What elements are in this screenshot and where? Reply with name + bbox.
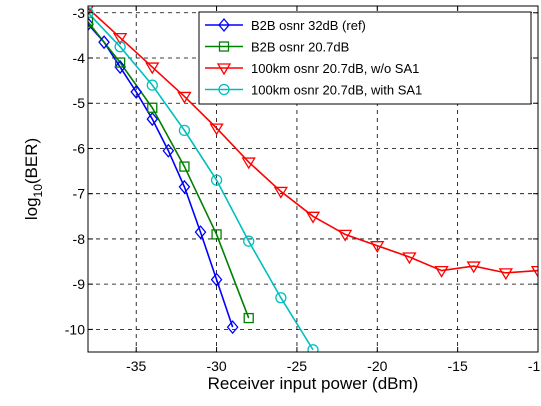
x-tick-labels: -35 -30 -25 -20 -15 -10 <box>126 358 541 374</box>
series-1-point <box>114 60 126 75</box>
y-tick-label: -4 <box>73 50 86 66</box>
plot-frame <box>87 5 539 353</box>
series-2-point <box>211 229 222 240</box>
series-1-point <box>130 84 143 99</box>
y-tick-label: -6 <box>73 140 86 156</box>
series-3-point <box>209 123 224 136</box>
x-tick-label: -10 <box>528 358 541 374</box>
axis-ticks <box>88 6 539 352</box>
series-4-point <box>243 235 255 247</box>
x-tick-label: -25 <box>287 358 307 374</box>
series-2-point <box>179 161 190 172</box>
legend-label-4: 100km osnr 20.7dB, with SA1 <box>251 83 422 98</box>
series-2-point <box>114 57 126 68</box>
legend-marker-2 <box>218 41 230 52</box>
y-axis-label-tail: (BER) <box>22 138 41 184</box>
series-markers-2 <box>88 16 254 324</box>
y-tick-label: -10 <box>65 321 85 337</box>
series-3-point <box>370 241 385 253</box>
series-4-point <box>114 41 126 53</box>
y-axis-label-main: log <box>22 197 41 220</box>
series-3-point <box>305 211 321 224</box>
series-lines <box>88 7 538 351</box>
legend-label-3: 100km osnr 20.7dB, w/o SA1 <box>251 61 419 76</box>
series-line-2 <box>88 21 250 319</box>
series-4-point <box>178 124 191 137</box>
legend-label-1: B2B osnr 32dB (ref) <box>251 18 366 33</box>
series-3-point <box>434 265 449 278</box>
legend-marker-1 <box>218 17 230 33</box>
series-3-point <box>466 261 481 274</box>
series-4-point <box>307 344 319 352</box>
legend: B2B osnr 32dB (ref) B2B osnr 20.7dB 100km … <box>198 11 532 105</box>
series-3-point <box>241 157 256 170</box>
legend-marker-4 <box>218 83 230 96</box>
series-1-point <box>146 112 159 127</box>
x-tick-label: -30 <box>206 358 226 374</box>
series-2-point <box>88 16 94 27</box>
series-1-point <box>194 225 207 240</box>
series-1-point <box>178 179 191 194</box>
series-3-point <box>112 33 128 45</box>
x-tick-label: -35 <box>126 358 146 374</box>
series-markers-3 <box>88 6 538 281</box>
series-markers <box>88 6 538 352</box>
series-4-point <box>210 174 223 186</box>
series-3-point <box>145 62 160 75</box>
series-1-point <box>98 35 110 50</box>
y-tick-label: -8 <box>73 231 86 247</box>
series-markers-1 <box>88 17 239 335</box>
legend-label-2: B2B osnr 20.7dB <box>251 40 349 55</box>
y-axis-label-subscript: 10 <box>31 184 45 198</box>
series-line-1 <box>88 23 234 328</box>
y-tick-label: -3 <box>73 5 86 21</box>
series-1-point <box>162 143 175 158</box>
series-line-3 <box>88 7 538 274</box>
series-3-point <box>402 252 417 265</box>
series-1-point <box>226 320 239 335</box>
series-3-point <box>273 186 289 199</box>
series-2-point <box>243 312 254 324</box>
y-tick-label: -9 <box>73 276 86 292</box>
series-3-point <box>530 265 538 278</box>
y-axis-label: log10(BER) <box>22 138 45 220</box>
series-3-point <box>337 229 353 242</box>
series-1-point <box>210 272 223 287</box>
series-3-point <box>498 268 514 281</box>
x-tick-label: -20 <box>367 358 387 374</box>
y-tick-label: -5 <box>73 95 86 111</box>
series-3-point <box>177 91 192 104</box>
series-2-point <box>147 102 158 113</box>
x-axis-label: Receiver input power (dBm) <box>208 374 419 393</box>
series-line-4 <box>88 12 314 351</box>
series-4-point <box>146 79 158 91</box>
x-tick-label: -15 <box>448 358 468 374</box>
series-1-point <box>88 17 94 32</box>
legend-box <box>198 11 532 105</box>
y-tick-labels: -3 -4 -5 -6 -7 -8 -9 -10 <box>65 5 85 338</box>
y-tick-label: -7 <box>73 186 86 202</box>
legend-marker-3 <box>216 63 232 76</box>
series-4-point <box>275 292 287 304</box>
